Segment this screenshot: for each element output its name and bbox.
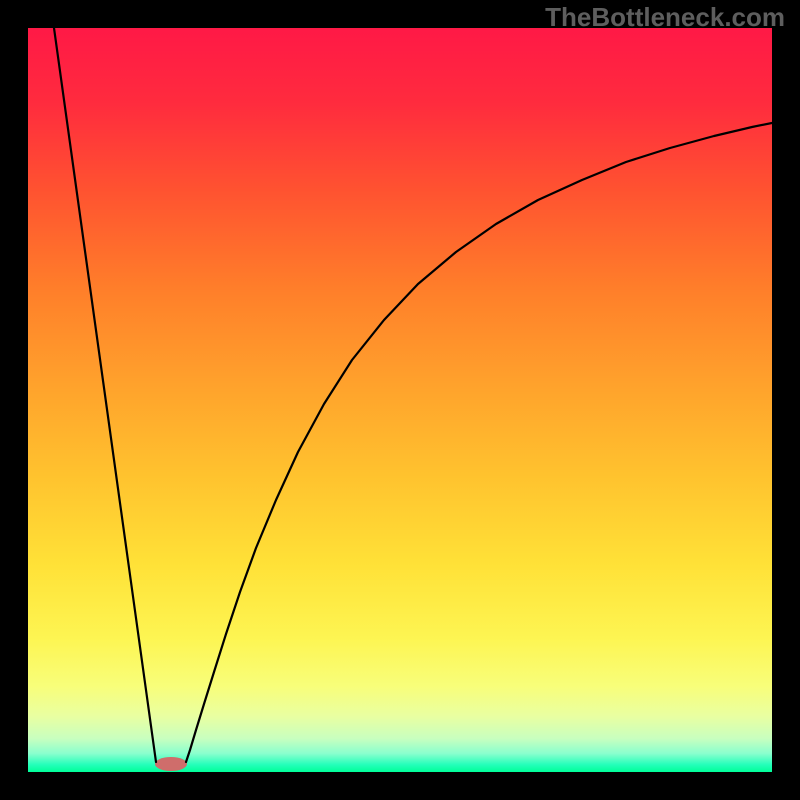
marker-ellipse (155, 757, 187, 771)
left-line (54, 28, 156, 762)
right-curve (186, 123, 772, 762)
curve-layer (28, 28, 772, 772)
watermark-text: TheBottleneck.com (545, 2, 785, 33)
chart-container: TheBottleneck.com (0, 0, 800, 800)
plot-area (28, 28, 772, 772)
